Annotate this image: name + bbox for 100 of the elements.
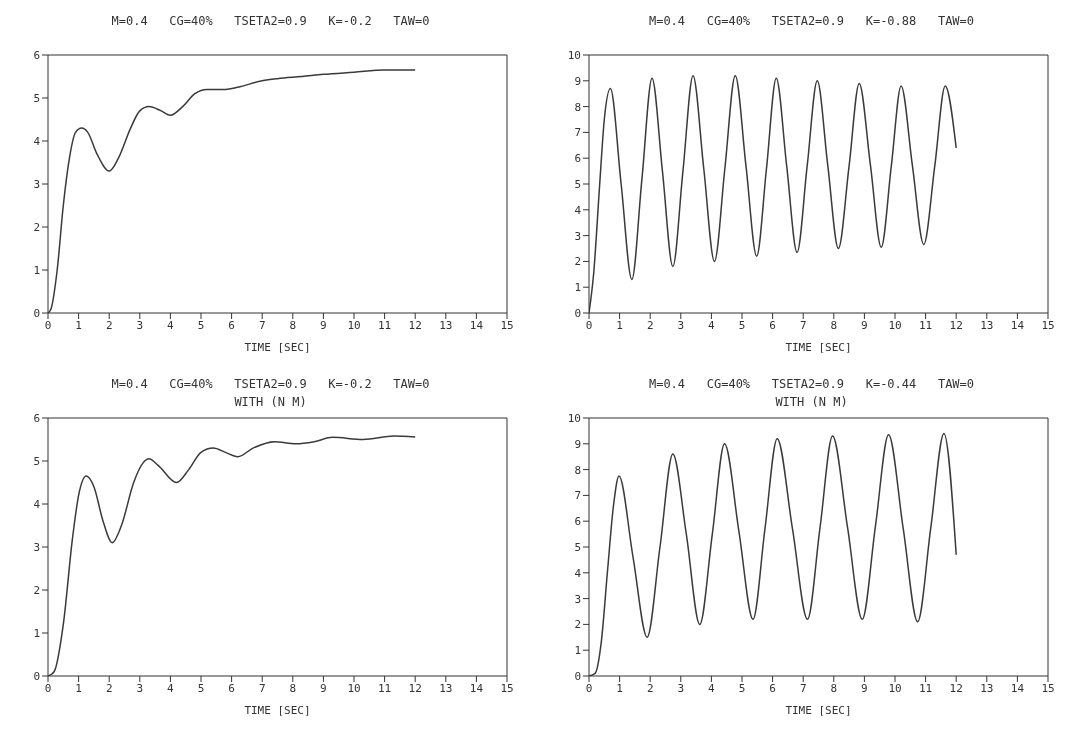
- x-tick-label: 2: [105, 318, 113, 332]
- x-tick-label: 15: [500, 681, 514, 695]
- y-tick-label: 10: [567, 48, 581, 62]
- x-tick-label: 5: [197, 681, 205, 695]
- x-tick-label: 1: [616, 318, 623, 332]
- x-tick-label: 2: [646, 318, 654, 332]
- x-tick-label: 12: [949, 681, 963, 695]
- x-tick-label: 11: [377, 681, 392, 695]
- y-tick-label: 1: [574, 281, 581, 295]
- x-axis-title: TIME [SEC]: [785, 341, 852, 354]
- chart-title: M=0.4 CG=40% TSETA2=0.9 K=-0.2 TAW=0: [110, 377, 431, 393]
- y-tick-label: 5: [33, 454, 40, 468]
- x-tick-label: 13: [439, 681, 453, 695]
- x-tick-label: 11: [377, 318, 392, 332]
- x-tick-label: 9: [861, 318, 868, 332]
- x-tick-label: 3: [677, 681, 685, 695]
- x-tick-label: 8: [289, 681, 297, 695]
- x-tick-label: 7: [799, 681, 807, 695]
- chart-title: M=0.4 CG=40% TSETA2=0.9 K=-0.88 TAW=0: [647, 14, 976, 30]
- y-tick-label: 8: [574, 463, 581, 477]
- y-tick-label: 4: [574, 566, 582, 580]
- chart-subtitle: WITH (N M): [233, 395, 308, 411]
- x-tick-label: 3: [136, 318, 144, 332]
- x-tick-label: 9: [861, 681, 868, 695]
- x-tick-label: 0: [585, 681, 593, 695]
- x-tick-label: 4: [708, 681, 716, 695]
- x-tick-label: 6: [769, 681, 776, 695]
- x-axis-title: TIME [SEC]: [785, 704, 852, 717]
- x-tick-label: 5: [738, 681, 746, 695]
- x-tick-label: 13: [980, 681, 994, 695]
- x-tick-label: 9: [320, 681, 327, 695]
- y-tick-label: 4: [33, 134, 41, 148]
- x-tick-label: 1: [75, 318, 82, 332]
- x-tick-label: 5: [197, 318, 205, 332]
- y-tick-label: 4: [574, 203, 582, 217]
- x-tick-label: 10: [347, 681, 361, 695]
- y-tick-label: 6: [574, 152, 581, 166]
- y-tick-label: 2: [574, 255, 581, 269]
- y-tick-label: 0: [33, 669, 40, 683]
- y-tick-label: 3: [574, 229, 581, 243]
- x-tick-label: 7: [258, 318, 266, 332]
- x-tick-label: 0: [585, 318, 593, 332]
- x-tick-label: 10: [347, 318, 361, 332]
- x-tick-label: 9: [320, 318, 327, 332]
- y-tick-label: 6: [33, 411, 40, 425]
- x-tick-label: 2: [105, 681, 113, 695]
- y-tick-label: 4: [33, 497, 41, 511]
- x-tick-label: 13: [980, 318, 994, 332]
- x-tick-label: 3: [136, 681, 144, 695]
- chart-title: M=0.4 CG=40% TSETA2=0.9 K=-0.44 TAW=0: [647, 377, 976, 393]
- x-tick-label: 12: [408, 681, 422, 695]
- y-tick-label: 1: [33, 626, 40, 640]
- x-tick-label: 0: [44, 681, 52, 695]
- x-tick-label: 0: [44, 318, 52, 332]
- y-tick-label: 3: [33, 540, 40, 554]
- x-tick-label: 6: [769, 318, 776, 332]
- x-tick-label: 6: [228, 681, 235, 695]
- x-tick-label: 12: [408, 318, 422, 332]
- y-tick-label: 2: [33, 583, 40, 597]
- x-tick-label: 11: [918, 681, 933, 695]
- x-tick-label: 5: [738, 318, 746, 332]
- x-tick-label: 4: [167, 681, 175, 695]
- x-tick-label: 14: [469, 318, 484, 332]
- y-tick-label: 2: [574, 618, 581, 632]
- chart-subtitle: WITH (N M): [774, 395, 849, 411]
- y-tick-label: 5: [33, 91, 40, 105]
- x-tick-label: 7: [799, 318, 807, 332]
- y-tick-label: 7: [574, 126, 581, 140]
- x-tick-label: 10: [888, 681, 902, 695]
- y-tick-label: 3: [574, 592, 581, 606]
- x-tick-label: 8: [289, 318, 297, 332]
- y-tick-label: 0: [574, 669, 581, 683]
- x-tick-label: 13: [439, 318, 453, 332]
- y-tick-label: 6: [574, 515, 581, 529]
- x-tick-label: 8: [830, 318, 838, 332]
- x-tick-label: 11: [918, 318, 933, 332]
- y-tick-label: 6: [33, 48, 40, 62]
- y-tick-label: 5: [574, 177, 581, 191]
- x-tick-label: 4: [167, 318, 175, 332]
- x-tick-label: 14: [469, 681, 484, 695]
- x-tick-label: 12: [949, 318, 963, 332]
- y-tick-label: 3: [33, 177, 40, 191]
- x-axis-title: TIME [SEC]: [244, 341, 311, 354]
- x-tick-label: 1: [75, 681, 82, 695]
- y-tick-label: 8: [574, 100, 581, 114]
- y-tick-label: 1: [574, 644, 581, 658]
- x-axis-title: TIME [SEC]: [244, 704, 311, 717]
- x-tick-label: 14: [1010, 681, 1025, 695]
- y-tick-label: 9: [574, 437, 581, 451]
- x-tick-label: 1: [616, 681, 623, 695]
- y-tick-label: 7: [574, 489, 581, 503]
- y-tick-label: 1: [33, 263, 40, 277]
- chart-title: M=0.4 CG=40% TSETA2=0.9 K=-0.2 TAW=0: [110, 14, 431, 30]
- x-tick-label: 15: [1041, 681, 1055, 695]
- y-tick-label: 2: [33, 220, 40, 234]
- x-tick-label: 3: [677, 318, 685, 332]
- x-tick-label: 14: [1010, 318, 1025, 332]
- x-tick-label: 15: [1041, 318, 1055, 332]
- y-tick-label: 0: [33, 306, 40, 320]
- x-tick-label: 10: [888, 318, 902, 332]
